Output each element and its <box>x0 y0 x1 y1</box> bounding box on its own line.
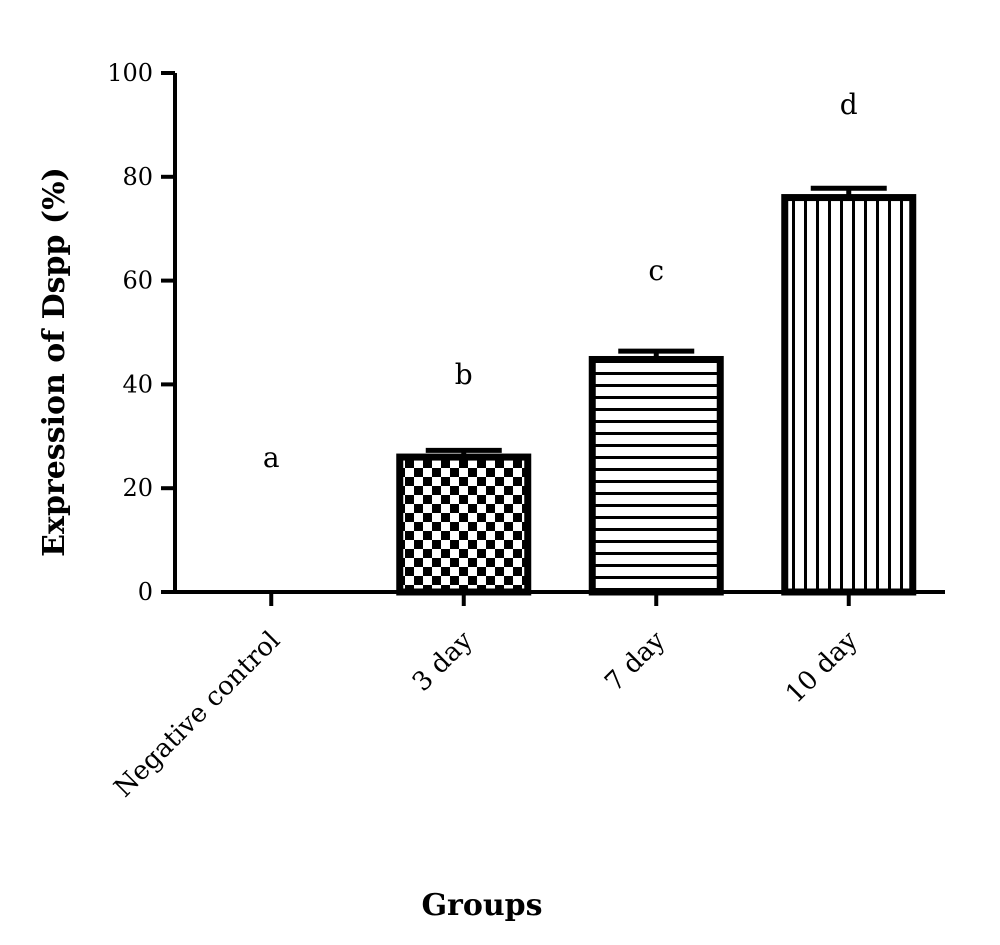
bar-3-day <box>396 453 532 596</box>
y-ticks-layer: 0 20 40 60 80 100 <box>107 59 175 606</box>
y-axis-title: Expression of Dspp (%) <box>37 167 72 557</box>
significance-label: b <box>455 358 473 391</box>
y-tick-label: 100 <box>107 59 153 87</box>
y-tick-label: 40 <box>122 370 153 398</box>
significance-label: a <box>263 441 280 474</box>
axes-layer <box>173 73 945 594</box>
significance-labels-layer: a b c d <box>263 88 858 474</box>
y-tick-label: 60 <box>122 267 153 295</box>
bar-7-day <box>588 355 724 596</box>
x-category-label: 7 day <box>599 626 671 698</box>
x-category-label: 10 day <box>780 626 864 710</box>
y-tick-label: 80 <box>122 163 153 191</box>
significance-label: c <box>648 254 664 287</box>
x-category-label: Negative control <box>109 626 287 804</box>
x-category-label: 3 day <box>407 626 479 698</box>
y-tick-label: 0 <box>138 578 153 606</box>
x-ticks-layer: Negative control 3 day 7 day 10 day <box>109 592 864 803</box>
significance-label: d <box>840 88 858 121</box>
bar-10-day <box>781 194 917 596</box>
x-axis-title: Groups <box>421 888 542 923</box>
y-tick-label: 20 <box>122 474 153 502</box>
error-bars-layer <box>425 185 887 458</box>
